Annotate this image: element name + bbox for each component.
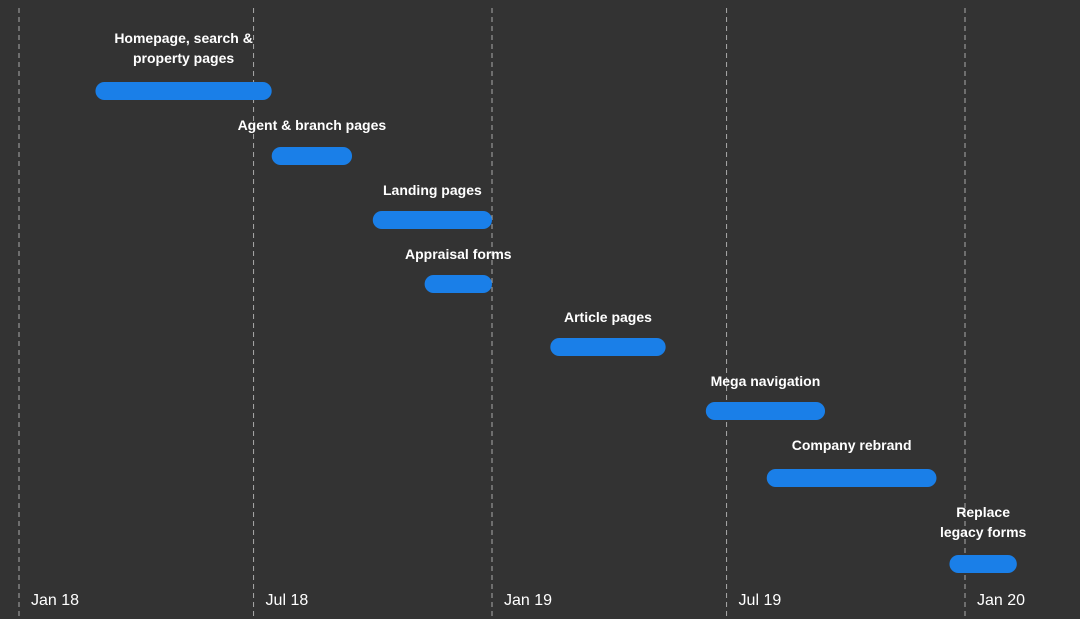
x-tick-label: Jul 18 <box>266 592 309 609</box>
task-bar[interactable] <box>949 555 1016 573</box>
task-bar[interactable] <box>550 338 665 356</box>
task-label: Replace legacy forms <box>940 504 1027 540</box>
task-label: Mega navigation <box>711 373 821 389</box>
task-bar[interactable] <box>706 402 825 420</box>
task-bar[interactable] <box>373 211 492 229</box>
task-bar[interactable] <box>272 147 352 165</box>
task-label: Agent & branch pages <box>238 117 387 133</box>
task-bar[interactable] <box>425 275 492 293</box>
x-tick-label: Jan 18 <box>31 592 79 609</box>
task-label: Appraisal forms <box>405 246 512 262</box>
task-label: Homepage, search & property pages <box>114 30 253 66</box>
task-label: Company rebrand <box>792 437 912 453</box>
task-label: Landing pages <box>383 182 482 198</box>
task-bar[interactable] <box>767 469 937 487</box>
task-label: Article pages <box>564 309 652 325</box>
x-tick-label: Jul 19 <box>739 592 782 609</box>
x-tick-label: Jan 20 <box>977 592 1025 609</box>
x-tick-label: Jan 19 <box>504 592 552 609</box>
task-bar[interactable] <box>95 82 271 100</box>
